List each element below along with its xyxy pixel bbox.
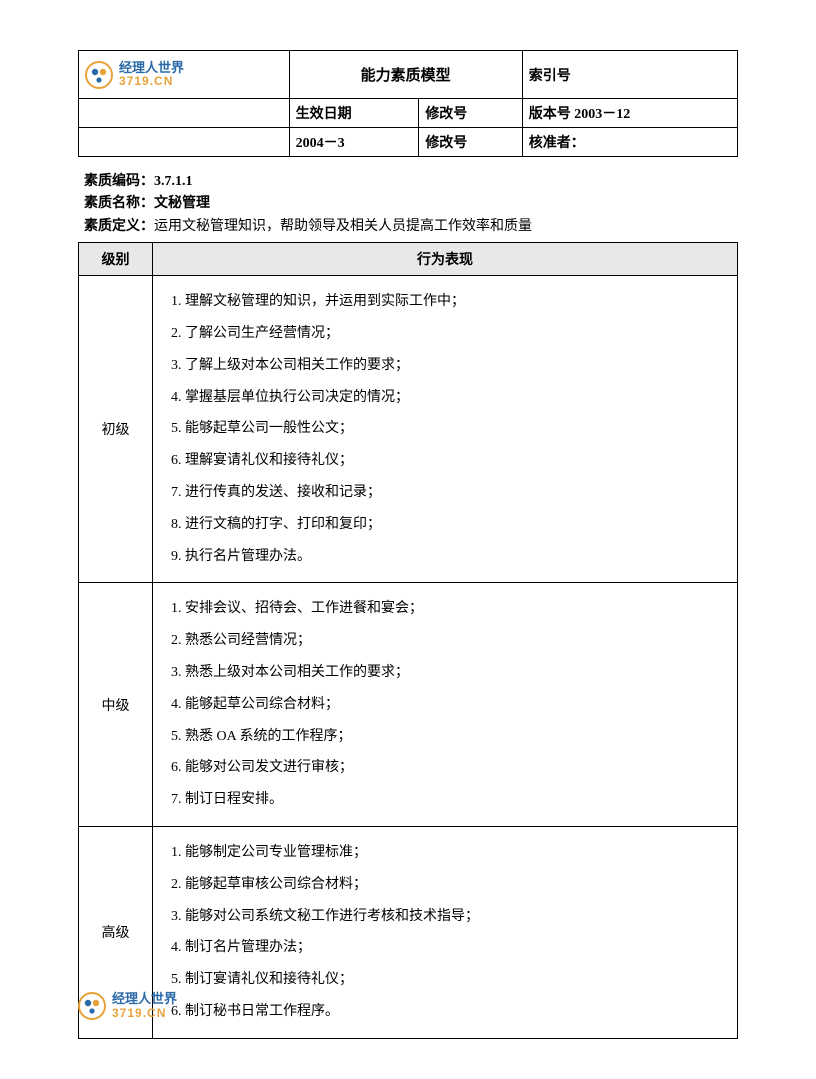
approver-label: 核准者： [522,128,737,157]
behavior-cell: 理解文秘管理的知识，并运用到实际工作中； 了解公司生产经营情况； 了解上级对本公司相… [153,276,738,583]
table-row: 初级 理解文秘管理的知识，并运用到实际工作中； 了解公司生产经营情况； 了解上级对本公… [79,276,738,583]
list-item: 理解文秘管理的知识，并运用到实际工作中； [185,290,727,314]
list-item: 理解宴请礼仪和接待礼仪； [185,449,727,473]
revision-label-2: 修改号 [419,128,522,157]
list-item: 能够起草审核公司综合材料； [185,873,727,897]
list-item: 能够制定公司专业管理标准； [185,841,727,865]
list-item: 能够对公司系统文秘工作进行考核和技术指导； [185,905,727,929]
def-value: 运用文秘管理知识，帮助领导及相关人员提高工作效率和质量 [154,219,532,234]
list-item: 制订日程安排。 [185,788,727,812]
list-item: 制订名片管理办法； [185,936,727,960]
code-label: 素质编码： [84,174,154,189]
logo-icon [85,61,113,89]
behavior-cell: 能够制定公司专业管理标准； 能够起草审核公司综合材料； 能够对公司系统文秘工作进行考… [153,826,738,1038]
logo-icon [78,992,106,1020]
list-item: 制订宴请礼仪和接待礼仪； [185,968,727,992]
list-item: 能够起草公司综合材料； [185,693,727,717]
header-table: 经理人世界 3719.CN 能力素质模型 索引号 生效日期 修改号 版本号 20… [78,50,738,157]
list-item: 了解公司生产经营情况； [185,322,727,346]
logo-text-line2: 3719.CN [119,75,184,88]
list-item: 熟悉上级对本公司相关工作的要求； [185,661,727,685]
list-item: 熟悉 OA 系统的工作程序； [185,725,727,749]
logo: 经理人世界 3719.CN [85,61,283,89]
code-value: 3.7.1.1 [154,174,193,189]
col-header-behavior: 行为表现 [153,243,738,276]
list-item: 掌握基层单位执行公司决定的情况； [185,386,727,410]
logo-text-line1: 经理人世界 [112,992,177,1006]
list-item: 进行文稿的打字、打印和复印； [185,513,727,537]
competency-table: 级别 行为表现 初级 理解文秘管理的知识，并运用到实际工作中； 了解公司生产经营情况… [78,242,738,1039]
effective-date-label: 生效日期 [289,99,419,128]
behavior-cell: 安排会议、招待会、工作进餐和宴会； 熟悉公司经营情况； 熟悉上级对本公司相关工作的要… [153,583,738,827]
list-item: 能够起草公司一般性公文； [185,417,727,441]
logo-text-line1: 经理人世界 [119,61,184,75]
list-item: 熟悉公司经营情况； [185,629,727,653]
level-name: 中级 [79,583,153,827]
name-label: 素质名称： [84,196,154,211]
col-header-level: 级别 [79,243,153,276]
list-item: 执行名片管理办法。 [185,545,727,569]
meta-block: 素质编码：3.7.1.1 素质名称：文秘管理 素质定义：运用文秘管理知识，帮助领… [84,171,738,238]
list-item: 安排会议、招待会、工作进餐和宴会； [185,597,727,621]
table-row: 中级 安排会议、招待会、工作进餐和宴会； 熟悉公司经营情况； 熟悉上级对本公司相关工作… [79,583,738,827]
table-row: 高级能够制定公司专业管理标准；能够起草审核公司综合材料；能够对公司系统文秘工作进… [79,826,738,1038]
list-item: 制订秘书日常工作程序。 [185,1000,727,1024]
list-item: 能够对公司发文进行审核； [185,756,727,780]
index-label: 索引号 [522,51,737,99]
revision-label: 修改号 [419,99,522,128]
version-label: 版本号 2003－12 [522,99,737,128]
effective-date-value: 2004－3 [289,128,419,157]
logo-text-line2: 3719.CN [112,1007,177,1020]
doc-title: 能力素质模型 [289,51,522,99]
name-value: 文秘管理 [154,196,210,211]
level-name: 初级 [79,276,153,583]
def-label: 素质定义： [84,219,154,234]
list-item: 进行传真的发送、接收和记录； [185,481,727,505]
footer-logo: 经理人世界 3719.CN [78,992,177,1020]
logo-cell: 经理人世界 3719.CN [79,51,290,99]
list-item: 了解上级对本公司相关工作的要求； [185,354,727,378]
